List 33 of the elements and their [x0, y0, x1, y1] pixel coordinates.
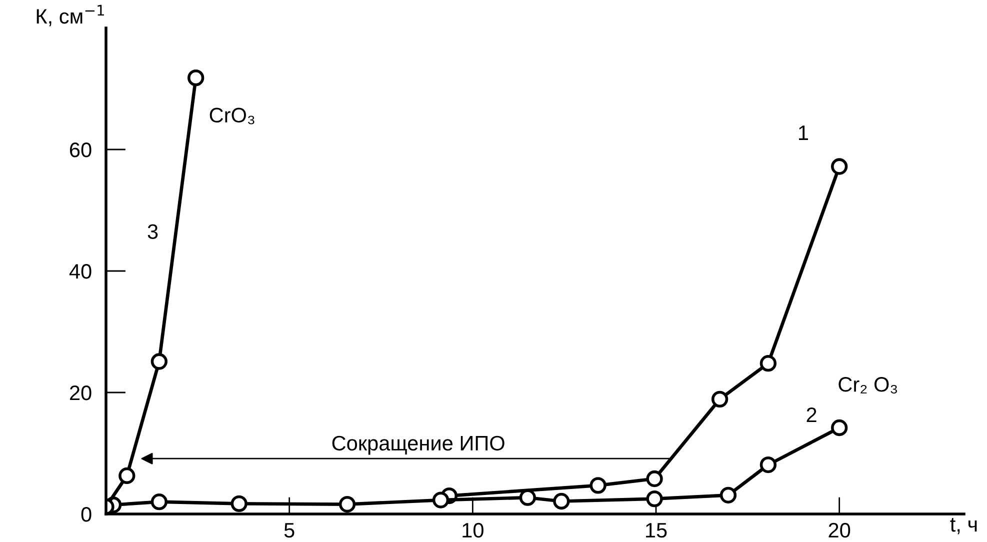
y-tick-label: 20	[70, 386, 92, 400]
y-tick-label: 40	[69, 264, 92, 279]
point	[760, 355, 777, 372]
series-label: 1	[799, 126, 808, 140]
point	[720, 486, 737, 504]
annotation: CrO₃	[210, 108, 254, 124]
point	[230, 495, 248, 512]
point	[831, 419, 848, 436]
x-tick-label: 20	[828, 522, 850, 538]
annotation: Cr₂ O₃	[838, 377, 897, 394]
point	[338, 496, 356, 513]
point	[711, 390, 728, 408]
point	[646, 490, 663, 508]
point	[188, 69, 204, 86]
annotation: Сокращение ИПО	[332, 436, 504, 455]
series-label: 2	[806, 407, 816, 422]
point	[432, 492, 450, 508]
x-tick-label: 10	[462, 522, 484, 538]
point	[831, 158, 848, 175]
y-tick-label: 0	[81, 507, 92, 522]
point	[760, 456, 777, 474]
point	[590, 477, 606, 494]
y-axis-title: К, см$^{−1}$	[36, 4, 104, 26]
x-axis-title: t, ч	[950, 518, 977, 534]
point	[150, 494, 168, 510]
series-label: 3	[148, 224, 158, 239]
x-tick-label: 15	[646, 523, 667, 538]
point	[553, 492, 570, 510]
point	[646, 470, 663, 488]
y-tick-label: 60	[70, 142, 92, 158]
x-tick-label: 5	[284, 523, 294, 538]
point	[150, 353, 168, 370]
point	[118, 467, 136, 484]
